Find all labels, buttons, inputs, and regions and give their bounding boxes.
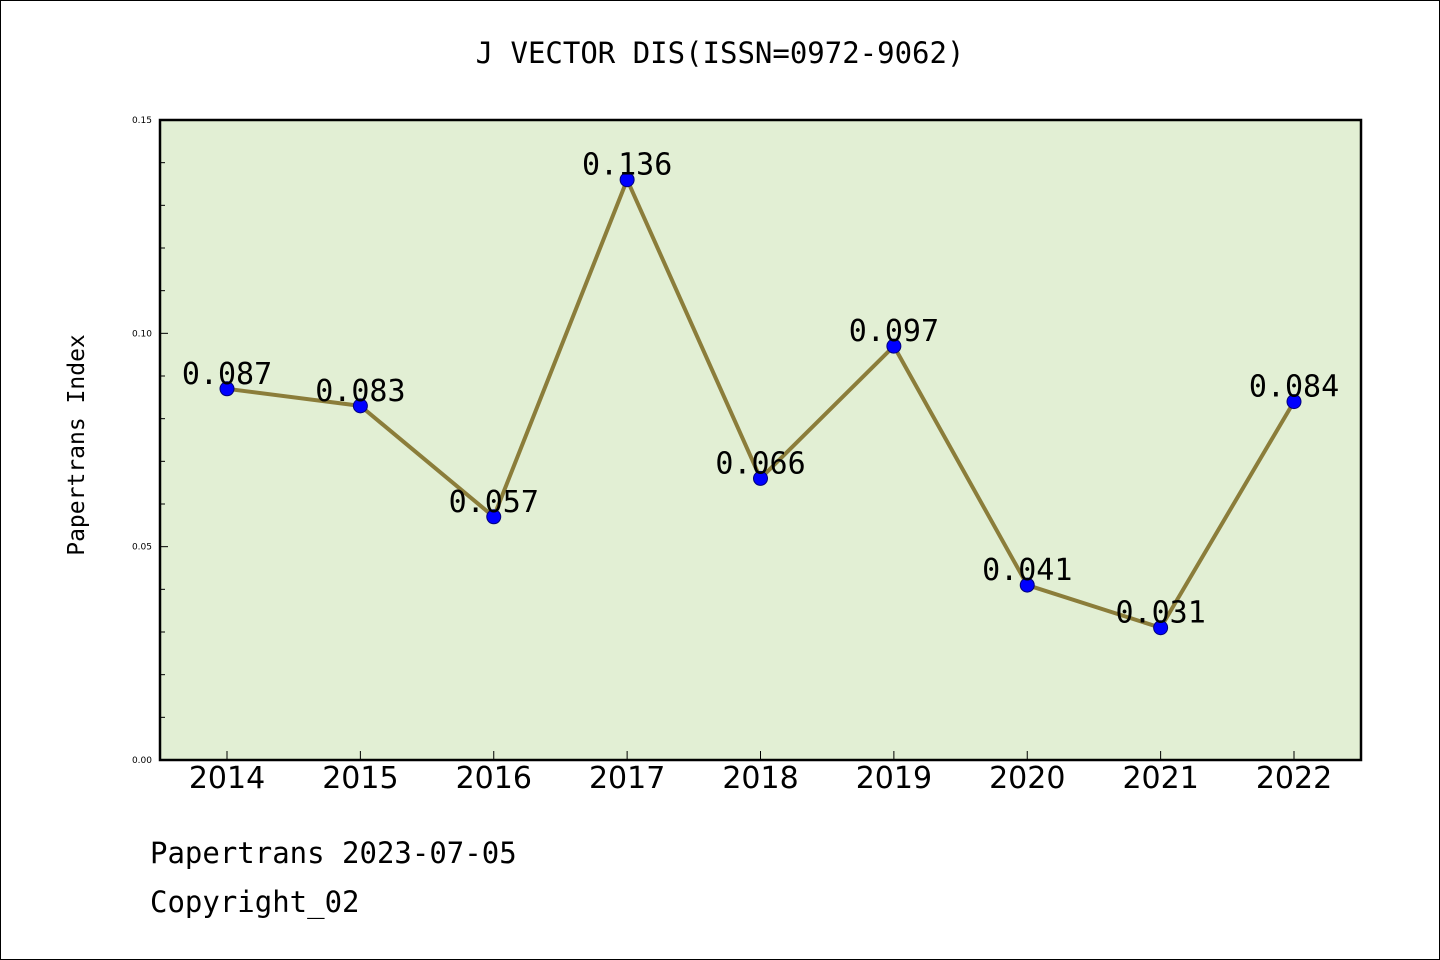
x-tick-label: 2022 [1256,761,1332,796]
data-label: 0.097 [849,314,939,349]
x-tick-label: 2019 [856,761,932,796]
x-tick-label: 2021 [1122,761,1198,796]
data-labels: 0.087 0.083 0.057 0.136 0.066 0.097 0.041 0.031… [182,148,1339,631]
x-axis: 2014 2015 2016 2017 2018 2019 2020 2021 2022 [189,751,1332,796]
data-label: 0.066 [715,446,805,481]
data-point [1153,620,1169,636]
data-point [886,338,902,354]
data-point [753,470,768,486]
data-label: 0.083 [315,374,405,409]
footer-copyright: Copyright_02 [150,885,360,919]
chart-title: J VECTOR DIS(ISSN=0972-9062) [475,36,965,70]
series-layer [219,172,1302,636]
x-tick-label: 2016 [456,761,532,796]
data-label: 0.041 [982,553,1072,588]
data-label: 0.031 [1115,596,1205,631]
data-point [219,381,235,397]
data-point [1019,577,1035,593]
data-point [619,172,635,188]
x-tick-label: 2018 [722,761,798,796]
x-tick-label: 2017 [589,761,665,796]
data-point [1286,394,1302,410]
plot-border [158,118,1363,762]
data-label: 0.084 [1249,370,1339,405]
data-point [486,509,502,525]
data-label: 0.057 [449,485,539,520]
footer-date: Papertrans 2023-07-05 [150,836,517,870]
data-label: 0.087 [182,357,272,392]
data-point [352,398,368,414]
x-tick-label: 2014 [189,761,265,796]
y-tick-label: 0.05 [132,543,152,553]
y-axis-title: Papertrans Index [64,334,90,556]
plot-area [160,120,1361,760]
x-tick-label: 2020 [989,761,1065,796]
x-tick-label: 2015 [322,761,398,796]
data-label: 0.136 [582,148,672,183]
y-tick-label: 0.00 [132,756,152,766]
y-tick-label: 0.15 [132,116,152,126]
y-tick-label: 0.10 [132,329,152,339]
